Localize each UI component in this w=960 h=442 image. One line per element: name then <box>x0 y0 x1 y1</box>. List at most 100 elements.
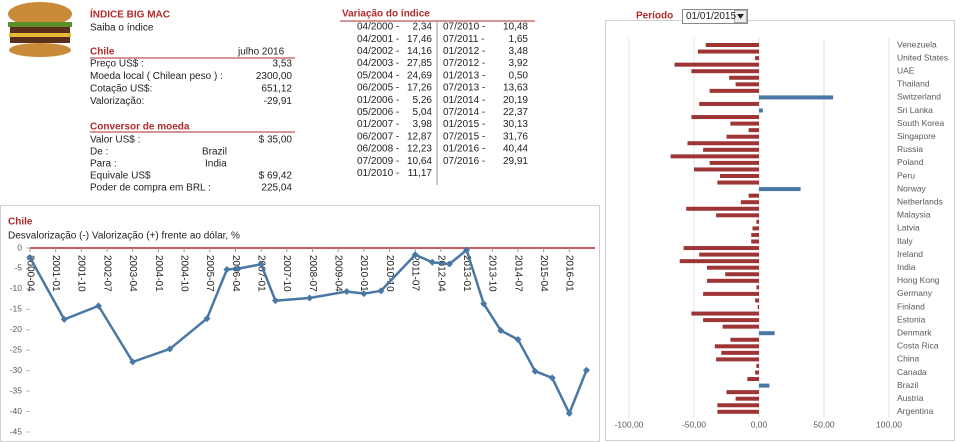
variation-value: 11,17 <box>408 168 433 179</box>
y-tick-label: -30 <box>10 365 23 375</box>
variation-value: 31,76 <box>503 131 528 142</box>
x-tick-label: 2006-04 <box>230 255 241 292</box>
y-tick-label: -40 <box>10 406 23 416</box>
point <box>60 315 68 323</box>
variation-date: 07/2014 - <box>443 107 485 118</box>
bar <box>720 174 759 178</box>
bar <box>755 298 759 303</box>
point <box>565 409 573 417</box>
variation-value: 12,87 <box>407 131 432 142</box>
variation-date: 04/2002 - <box>357 46 399 57</box>
bar <box>725 272 759 277</box>
x-tick-label: 2013-10 <box>487 255 498 292</box>
bar <box>748 128 759 133</box>
variation-date: 01/2007 - <box>357 119 399 130</box>
x-tick-label: 2005-07 <box>204 255 215 292</box>
category-label: China <box>897 354 919 364</box>
bar <box>687 141 759 146</box>
point <box>223 266 231 274</box>
x-tick-label: 2016-01 <box>564 255 575 292</box>
x-tick-label: 2008-07 <box>307 255 318 292</box>
point <box>94 302 102 310</box>
point <box>514 335 522 343</box>
variation-title: Variação do índice <box>342 9 430 20</box>
point <box>360 290 368 298</box>
category-label: South Korea <box>897 118 945 128</box>
point <box>203 315 211 323</box>
variation-value: 3,48 <box>509 46 529 57</box>
bar <box>694 167 759 172</box>
bar <box>751 232 759 237</box>
row-label: Valorização: <box>90 96 144 107</box>
row-value: 3,53 <box>273 59 293 70</box>
variation-date: 01/2006 - <box>357 95 399 106</box>
point <box>428 258 436 266</box>
row-label: Moeda local ( Chilean peso ) : <box>90 71 223 82</box>
point <box>377 287 385 295</box>
category-label: Brazil <box>897 380 918 390</box>
point <box>411 251 419 259</box>
bar <box>759 331 775 336</box>
bar <box>691 69 759 74</box>
bar <box>730 337 759 342</box>
x-tick-label: 100,00 <box>876 419 902 429</box>
variation-value: 17,26 <box>407 83 432 94</box>
variation-value: 5,04 <box>413 107 433 118</box>
row-label: Equivale US$ <box>90 171 151 182</box>
variation-date: 04/2003 - <box>357 58 399 69</box>
x-tick-label: 2000-04 <box>24 255 35 292</box>
variation-value: 12,23 <box>407 144 432 155</box>
y-tick-label: -10 <box>10 283 23 293</box>
category-label: Venezuela <box>897 39 937 49</box>
variation-value: 22,37 <box>503 107 528 118</box>
category-label: Norway <box>897 183 927 193</box>
bar <box>735 82 759 87</box>
x-tick-label: 2012-04 <box>435 255 446 292</box>
x-tick-label: 2001-01 <box>50 255 61 292</box>
variation-value: 3,98 <box>413 119 433 130</box>
variation-date: 01/2010 - <box>357 168 399 179</box>
point <box>548 374 556 382</box>
category-label: Switzerland <box>897 92 941 102</box>
period-dropdown[interactable] <box>682 9 748 24</box>
category-label: UAE <box>897 65 915 75</box>
y-tick-label: 0 <box>17 242 22 252</box>
category-label: Peru <box>897 170 915 180</box>
bar <box>674 62 759 67</box>
row-value: India <box>205 159 227 170</box>
point <box>257 260 265 268</box>
variation-value: 13,63 <box>503 83 528 94</box>
bar <box>756 219 759 224</box>
variation-value: 27,85 <box>407 58 432 69</box>
variation-date: 07/2010 - <box>443 22 485 33</box>
bar <box>751 239 759 244</box>
x-tick-label: 2009-04 <box>333 255 344 292</box>
point <box>531 367 539 375</box>
category-label: Estonia <box>897 314 926 324</box>
bar <box>730 121 759 126</box>
x-tick-label: 2007-01 <box>255 255 266 292</box>
bar <box>735 396 759 401</box>
chart-title: Chile <box>8 217 33 228</box>
bar <box>729 75 759 80</box>
point <box>497 327 505 335</box>
link[interactable]: Saiba o índice <box>90 23 154 34</box>
category-label: Austria <box>897 393 924 403</box>
x-tick-label: 0,00 <box>751 419 768 429</box>
category-label: Thailand <box>897 79 930 89</box>
variation-value: 24,69 <box>407 70 432 81</box>
y-tick-label: -45 <box>10 426 23 436</box>
point <box>306 294 314 302</box>
bar <box>755 56 759 61</box>
point <box>129 358 137 366</box>
bar <box>748 193 759 198</box>
point <box>445 260 453 268</box>
burger-image <box>8 2 72 57</box>
category-label: Costa Rica <box>897 341 939 351</box>
row-value: 651,12 <box>261 84 292 95</box>
x-tick-label: 2010-01 <box>358 255 369 292</box>
bar <box>717 180 759 185</box>
period-label: Período <box>636 11 673 22</box>
variation-value: 40,44 <box>503 144 528 155</box>
